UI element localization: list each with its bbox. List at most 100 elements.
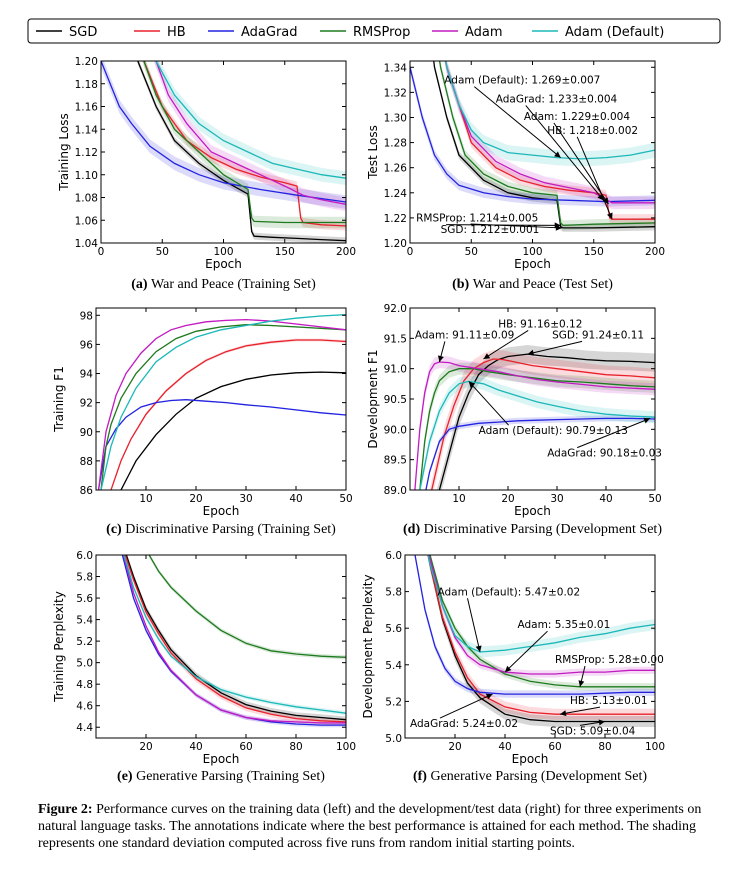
annotation-arrowhead	[560, 710, 567, 717]
series-band-sgd	[433, 61, 655, 232]
x-tick-label: 200	[645, 246, 665, 258]
series-band-sgd	[125, 555, 346, 723]
subfigure-caption-label: (a)	[131, 277, 151, 292]
y-tick-label: 6.0	[76, 550, 93, 562]
x-tick-label: 20	[501, 493, 514, 505]
series-band-adam-default	[427, 555, 655, 658]
x-tick-label: 100	[336, 741, 356, 753]
legend-label: RMSProp	[353, 25, 410, 40]
x-tick-label: 40	[498, 741, 511, 753]
series-band-adam	[153, 61, 346, 212]
chart-panel-e: 20 40 60 80 100 4.4 4.6 4.8 5.0 5.2 5.4 5.6 5.8 6.0 Ep…	[52, 550, 356, 784]
y-tick-label: 92	[80, 398, 93, 410]
annotation: HB: 1.218±0.002	[547, 125, 638, 220]
y-tick-label: 91.0	[384, 364, 407, 376]
subfigure-caption-text: Discriminative Parsing (Training Set)	[125, 522, 336, 537]
annotation-arrowhead	[602, 197, 609, 205]
annotation-arrow	[483, 329, 529, 360]
series-line-adagrad	[97, 399, 346, 490]
chart-panel-a: 0 50 100 150 200 1.04 1.06 1.08 1.10 1.12 1.14 1.16…	[57, 56, 356, 292]
annotation: Adam (Default): 1.269±0.007	[444, 75, 600, 159]
y-tick-label: 1.34	[384, 62, 408, 74]
annotation: Adam (Default): 90.79±0.13	[468, 381, 628, 437]
series-line-adam	[155, 61, 346, 205]
annotation: RMSProp: 5.28±0.00	[555, 654, 664, 687]
series-band-hb	[124, 555, 346, 726]
annotation-arrowhead	[485, 693, 493, 700]
legend-label: Adam (Default)	[565, 25, 664, 40]
annotation-label: HB: 91.16±0.12	[498, 318, 582, 330]
series-line-adam-default	[419, 380, 655, 490]
annotation-label: Adam: 5.35±0.01	[518, 619, 611, 631]
y-tick-label: 1.20	[75, 56, 98, 68]
x-tick-label: 0	[98, 246, 105, 258]
annotation-arrow	[559, 706, 601, 715]
y-axis-label: Development F1	[366, 349, 380, 448]
annotation-arrow	[473, 86, 561, 159]
y-axis-label: Training Loss	[57, 113, 71, 191]
annotation-label: SGD: 1.212±0.001	[441, 224, 540, 236]
x-axis-label: Epoch	[514, 257, 551, 271]
y-tick-label: 5.6	[385, 623, 402, 635]
series-line-adam	[97, 318, 346, 490]
x-tick-label: 20	[448, 741, 461, 753]
subfigure-caption: (f) Generative Parsing (Development Set)	[413, 769, 647, 784]
series-line-hb	[110, 339, 346, 490]
y-tick-label: 1.06	[75, 215, 99, 227]
x-tick-label: 10	[452, 493, 465, 505]
y-axis-label: Training Perplexity	[52, 591, 66, 703]
subfigure-caption-label: (f)	[413, 769, 431, 784]
y-tick-label: 88	[80, 456, 93, 468]
legend-label: Adam	[465, 25, 503, 40]
annotation-label: Adam (Default): 1.269±0.007	[444, 75, 600, 87]
y-tick-label: 5.2	[385, 696, 402, 708]
x-tick-label: 40	[189, 741, 202, 753]
y-tick-label: 5.4	[76, 615, 93, 627]
annotation: Adam: 91.11±0.09	[415, 329, 514, 363]
annotation-arrow	[467, 598, 481, 653]
chart-panel-d: 10 20 30 40 50 89.0 89.5 90.0 90.5 91.0 91.5 92.0 Ep…	[366, 303, 662, 537]
annotation: Adam (Default): 5.47±0.02	[438, 586, 580, 653]
annotation-label: AdaGrad: 90.18±0.03	[547, 448, 662, 460]
series-line-adam-default	[427, 555, 655, 653]
annotation-label: SGD: 5.09±0.04	[550, 725, 636, 737]
annotation-arrowhead	[475, 645, 482, 652]
chart-panel-f: 20 40 60 80 100 5.0 5.2 5.4 5.6 5.8 6.0 Epoch Develo…	[361, 550, 665, 784]
annotation-arrowhead	[555, 224, 562, 231]
y-tick-label: 92.0	[384, 303, 407, 315]
y-tick-label: 6.0	[385, 550, 402, 562]
series-band-adam-default	[444, 61, 655, 167]
series-line-rmsprop	[429, 555, 655, 688]
legend-label: HB	[167, 25, 186, 40]
x-tick-label: 150	[275, 246, 295, 258]
subfigure-caption-label: (d)	[403, 522, 424, 537]
y-tick-label: 5.8	[76, 572, 93, 584]
annotation-label: SGD: 91.24±0.11	[552, 329, 644, 341]
series-line-rmsprop	[419, 368, 655, 490]
annotation: SGD: 91.24±0.11	[527, 329, 644, 356]
subfigure-caption-label: (e)	[117, 769, 136, 784]
plot-area	[414, 345, 655, 490]
series-line-sgd	[438, 353, 655, 490]
series-line-adagrad	[425, 417, 655, 490]
subfigure-caption-text: Generative Parsing (Training Set)	[136, 769, 325, 784]
y-tick-label: 1.24	[384, 188, 408, 200]
annotation-label: AdaGrad: 5.24±0.02	[410, 718, 518, 730]
annotation-arrowhead	[598, 719, 605, 726]
legend-item: RMSProp	[320, 25, 410, 40]
x-tick-label: 80	[598, 741, 611, 753]
series-band-rmsprop	[419, 362, 655, 490]
y-tick-label: 94	[80, 369, 94, 381]
legend-item: Adam (Default)	[532, 25, 664, 40]
caption-label: Figure 2:	[38, 802, 93, 817]
y-tick-label: 4.8	[76, 679, 93, 691]
series-band-rmsprop	[438, 61, 655, 231]
y-tick-label: 5.4	[385, 660, 402, 672]
x-tick-label: 40	[289, 493, 302, 505]
y-tick-label: 1.18	[75, 79, 98, 91]
series-line-adam-default	[100, 313, 346, 490]
annotation-arrowhead	[578, 680, 585, 687]
annotation: Adam: 1.229±0.004	[524, 111, 630, 205]
y-tick-label: 5.8	[385, 587, 402, 599]
annotation-arrowhead	[554, 151, 561, 158]
